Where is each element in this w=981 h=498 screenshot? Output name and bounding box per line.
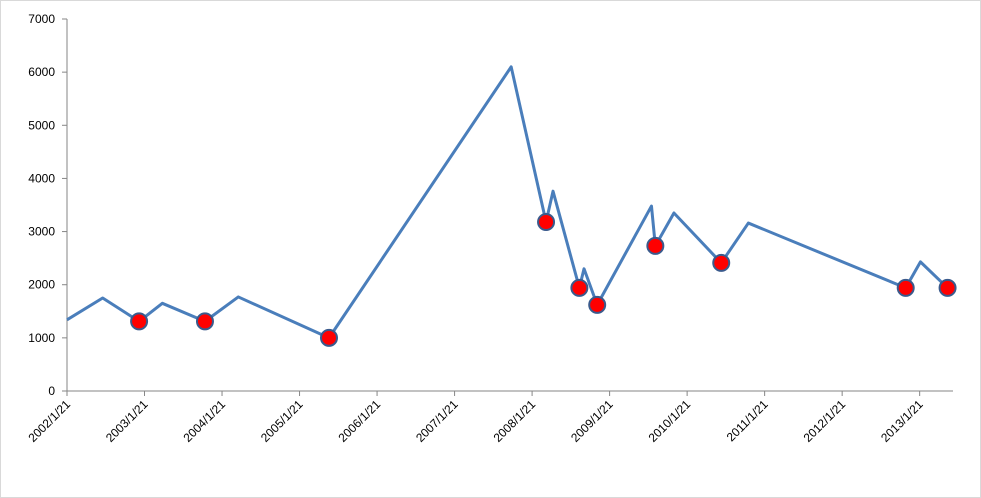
- y-tick-label: 0: [48, 384, 55, 398]
- y-tick-label: 6000: [28, 65, 55, 79]
- y-tick-label: 7000: [28, 12, 55, 26]
- marker: [896, 278, 915, 297]
- y-tick-label: 3000: [28, 225, 55, 239]
- marker: [537, 213, 556, 232]
- marker: [570, 278, 589, 297]
- y-tick-label: 4000: [28, 171, 55, 185]
- y-tick-label: 5000: [28, 118, 55, 132]
- marker: [130, 312, 149, 331]
- marker: [938, 278, 957, 297]
- y-tick-label: 1000: [28, 331, 55, 345]
- marker: [646, 236, 665, 255]
- marker: [320, 328, 339, 347]
- marker: [712, 253, 731, 272]
- marker: [195, 312, 214, 331]
- marker: [588, 295, 607, 314]
- y-tick-label: 2000: [28, 278, 55, 292]
